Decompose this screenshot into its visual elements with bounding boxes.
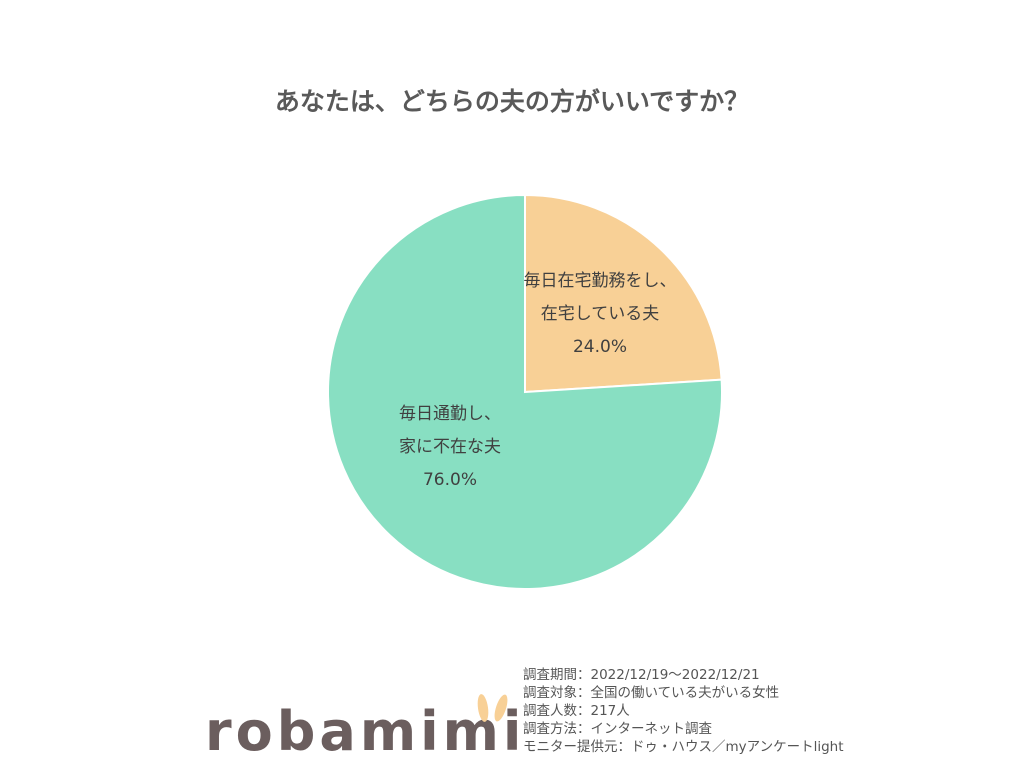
survey-period: 調査期間：2022/12/19～2022/12/21 bbox=[523, 667, 760, 683]
slice-label-line: 毎日在宅勤務をし、 bbox=[523, 271, 677, 291]
slice-value-label: 24.0% bbox=[572, 337, 627, 357]
survey-target: 調査対象：全国の働いている夫がいる女性 bbox=[523, 685, 780, 701]
ears-icon bbox=[477, 694, 508, 722]
chart-title: あなたは、どちらの夫の方がいいですか？ bbox=[274, 87, 750, 116]
survey-provider: モニター提供元：ドゥ・ハウス／myアンケートlight bbox=[523, 739, 844, 755]
slice-label-line: 毎日通勤し、 bbox=[399, 404, 501, 424]
slice-label-line: 在宅している夫 bbox=[540, 304, 660, 324]
survey-method: 調査方法：インターネット調査 bbox=[523, 721, 712, 737]
slice-label-commute: 毎日通勤し、 家に不在な夫 76.0% bbox=[370, 398, 530, 497]
slice-label-line: 家に不在な夫 bbox=[399, 437, 501, 457]
slice-label-wfh: 毎日在宅勤務をし、 在宅している夫 24.0% bbox=[520, 265, 680, 364]
logo-text: robamimi bbox=[205, 700, 526, 763]
robamimi-logo: robamimi bbox=[205, 690, 521, 770]
survey-count: 調査人数：217人 bbox=[523, 703, 630, 719]
slice-value-label: 76.0% bbox=[422, 470, 477, 490]
pie-slice-1 bbox=[327, 193, 723, 590]
survey-info: 調査期間：2022/12/19～2022/12/21 調査対象：全国の働いている… bbox=[523, 666, 844, 756]
pie-slice-0 bbox=[524, 193, 723, 394]
